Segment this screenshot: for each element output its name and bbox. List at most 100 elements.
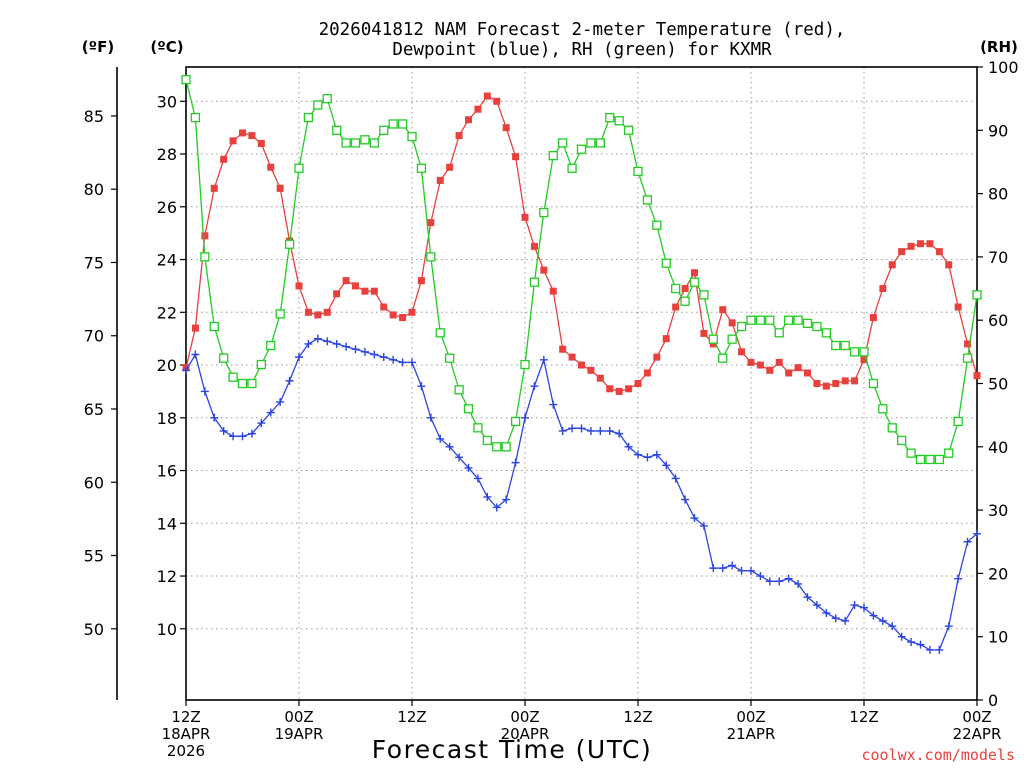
dewpoint-point	[747, 566, 755, 575]
temperature-point	[474, 105, 482, 113]
dewpoint-point	[351, 345, 360, 354]
fahrenheit-tick-label: 50	[84, 620, 104, 639]
rh-point	[303, 112, 314, 123]
dewpoint-point	[342, 342, 351, 351]
x-tick-label: 2026	[167, 742, 205, 760]
dewpoint-point	[257, 419, 266, 428]
dewpoint-point	[850, 601, 859, 610]
dewpoint-point	[699, 521, 708, 530]
dewpoint-point	[549, 400, 558, 409]
temperature-point	[869, 314, 877, 322]
temperature-point	[832, 380, 840, 387]
temperature-point	[257, 139, 265, 147]
tick-marks	[111, 66, 983, 706]
rh-point	[718, 353, 728, 363]
dewpoint-point	[408, 358, 416, 367]
temperature-point	[804, 369, 811, 377]
temperature-point	[436, 176, 444, 184]
rh-point	[953, 416, 963, 427]
x-tick-label: 00Z	[736, 708, 765, 726]
temperature-point	[502, 124, 510, 132]
x-tick-label: 12Z	[623, 708, 652, 726]
chart-title-line1: 2026041812 NAM Forecast 2-meter Temperat…	[319, 20, 846, 40]
rh-line	[185, 79, 978, 461]
rh-point	[397, 119, 408, 129]
x-tick-label: 12Z	[397, 708, 426, 726]
temperature-point	[691, 269, 698, 277]
dewpoint-point	[794, 579, 803, 588]
rh-tick-label: 30	[988, 501, 1008, 520]
temperature-point	[954, 303, 962, 311]
rh-point	[802, 318, 813, 329]
celsius-tick-label: 20	[157, 356, 177, 375]
temperature-point	[615, 387, 623, 395]
dewpoint-point	[728, 561, 737, 570]
temperature-point	[747, 358, 755, 366]
dewpoint-point	[323, 337, 332, 346]
temperature-point	[370, 287, 378, 295]
x-axis-label: Forecast Time (UTC)	[372, 735, 652, 764]
dewpoint-point	[379, 353, 388, 362]
celsius-tick-label: 10	[157, 620, 177, 639]
rh-point	[840, 340, 850, 351]
temperature-point	[964, 340, 972, 348]
rh-point	[784, 315, 794, 325]
dewpoint-point	[907, 637, 916, 646]
rh-point	[332, 125, 342, 135]
temperature-point	[841, 377, 849, 385]
temperature-point	[342, 277, 350, 285]
rh-point	[247, 378, 257, 389]
x-tick-label: 22APR	[953, 725, 1002, 743]
rh-point	[445, 353, 455, 363]
rh-point	[859, 347, 869, 357]
dewpoint-point	[869, 611, 878, 620]
rh-point	[868, 378, 879, 389]
rh-point	[473, 423, 483, 433]
credit-text: coolwx.com/models	[861, 746, 1015, 764]
temperature-point	[822, 382, 830, 390]
fahrenheit-tick-label: 60	[84, 473, 104, 492]
dewpoint-point	[229, 432, 238, 441]
x-tick-label: 12Z	[849, 708, 878, 726]
temperature-point	[465, 116, 472, 124]
temperature-point	[229, 137, 237, 145]
dewpoint-point	[332, 339, 341, 348]
dewpoint-point	[200, 387, 209, 396]
dewpoint-point	[389, 355, 398, 364]
rh-tick-label: 20	[988, 564, 1008, 583]
rh-point	[558, 138, 568, 148]
dewpoint-point	[568, 424, 577, 433]
dewpoint-point	[313, 334, 322, 343]
temperature-point	[446, 163, 454, 171]
dewpoint-point	[530, 382, 539, 391]
temperature-point	[917, 240, 924, 248]
temperature-point	[568, 353, 576, 361]
dewpoint-point	[878, 616, 887, 625]
rh-point	[755, 315, 766, 325]
temperature-point	[201, 232, 209, 240]
temperature-point	[239, 129, 246, 137]
temperature-point	[352, 282, 359, 290]
rh-point	[341, 138, 351, 148]
temperature-point	[248, 132, 256, 140]
temperature-point	[530, 242, 538, 250]
dewpoint-point	[295, 353, 303, 362]
celsius-tick-label: 12	[157, 567, 177, 586]
dewpoint-point	[577, 424, 586, 433]
dewpoint-point	[634, 450, 642, 459]
rh-point	[454, 385, 464, 395]
temperature-point	[681, 285, 689, 293]
celsius-tick-label: 30	[157, 92, 177, 111]
temperature-point	[361, 287, 369, 295]
dewpoint-point	[690, 514, 699, 523]
temperature-point	[210, 184, 218, 192]
rh-point	[736, 321, 747, 332]
rh-point	[388, 119, 398, 129]
temperature-point	[304, 308, 312, 316]
dewpoint-point	[276, 397, 285, 406]
rh-tick-label: 100	[988, 58, 1019, 77]
celsius-tick-label: 28	[157, 145, 177, 164]
rh-point	[887, 423, 897, 433]
rh-point	[925, 454, 935, 465]
